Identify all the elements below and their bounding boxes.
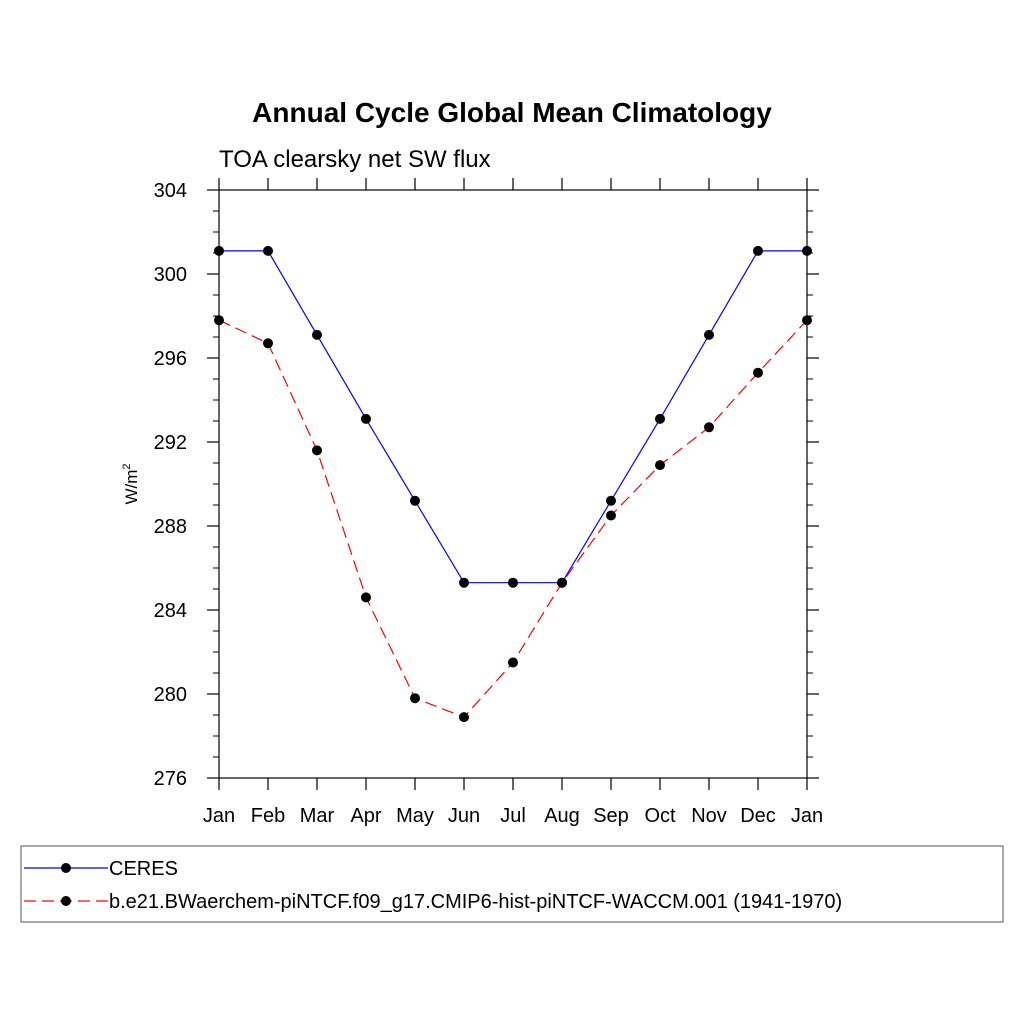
data-point	[802, 245, 812, 256]
x-tick-label: Dec	[740, 805, 776, 827]
plot-frame	[218, 189, 808, 779]
legend-label: b.e21.BWaerchem-piNTCF.f09_g17.CMIP6-his…	[109, 891, 842, 913]
y-axis-label-text: W/m	[122, 470, 141, 505]
legend-item-0: CERES	[24, 858, 178, 880]
data-point	[410, 495, 420, 506]
y-tick-label: 304	[154, 180, 187, 202]
legend-box	[20, 845, 1004, 923]
data-point	[410, 693, 420, 704]
y-tick-label: 280	[154, 684, 187, 706]
legend-label: CERES	[109, 858, 178, 880]
axis-tick-labels: 276 280 284 288 292 296 300 304 Jan Feb Mar Apr May J…	[154, 180, 824, 827]
data-point	[704, 422, 714, 433]
data-point	[753, 367, 763, 378]
x-tick-label: Oct	[644, 805, 676, 827]
series-0	[214, 245, 812, 588]
x-tick-label: Aug	[544, 805, 580, 827]
data-point	[606, 495, 616, 506]
y-tick-label: 300	[154, 264, 187, 286]
chart-subtitle: TOA clearsky net SW flux	[219, 146, 491, 173]
legend: CERES b.e21.BWaerchem-piNTCF.f09_g17.CMIP…	[24, 858, 842, 913]
data-point	[361, 592, 371, 603]
legend-marker	[61, 896, 71, 906]
y-tick-label: 292	[154, 432, 187, 454]
chart-title: Annual Cycle Global Mean Climatology	[252, 97, 772, 128]
x-tick-label: Nov	[691, 805, 727, 827]
x-tick-label: Jan	[791, 805, 823, 827]
series-1	[214, 315, 812, 723]
data-point	[655, 413, 665, 424]
x-tick-label: Jun	[448, 805, 480, 827]
data-point	[263, 338, 273, 349]
data-point	[557, 577, 567, 588]
data-point	[263, 245, 273, 256]
y-axis-label-superscript: 2	[121, 463, 133, 469]
data-point	[214, 245, 224, 256]
x-tick-label: May	[396, 805, 434, 827]
series-layer	[214, 245, 812, 723]
y-tick-label: 288	[154, 516, 187, 538]
data-point	[704, 329, 714, 340]
data-point	[753, 245, 763, 256]
x-tick-label: Jul	[500, 805, 526, 827]
data-point	[214, 315, 224, 326]
x-tick-label: Mar	[300, 805, 335, 827]
data-point	[459, 577, 469, 588]
x-tick-label: Apr	[350, 805, 381, 827]
y-tick-label: 276	[154, 768, 187, 790]
data-point	[312, 445, 322, 456]
data-point	[459, 712, 469, 723]
x-tick-label: Feb	[251, 805, 285, 827]
x-tick-label: Sep	[593, 805, 629, 827]
svg-text:W/m2: W/m2	[121, 463, 141, 504]
x-tick-label: Jan	[203, 805, 235, 827]
y-tick-label: 296	[154, 348, 187, 370]
y-tick-label: 284	[154, 600, 187, 622]
data-point	[655, 460, 665, 471]
axis-ticks	[207, 178, 819, 790]
data-point	[508, 657, 518, 668]
data-point	[606, 510, 616, 521]
data-point	[508, 577, 518, 588]
y-axis-label: W/m2	[121, 463, 141, 504]
data-point	[802, 315, 812, 326]
data-point	[361, 413, 371, 424]
legend-item-1: b.e21.BWaerchem-piNTCF.f09_g17.CMIP6-his…	[24, 891, 842, 913]
data-point	[312, 329, 322, 340]
legend-marker	[61, 863, 71, 873]
